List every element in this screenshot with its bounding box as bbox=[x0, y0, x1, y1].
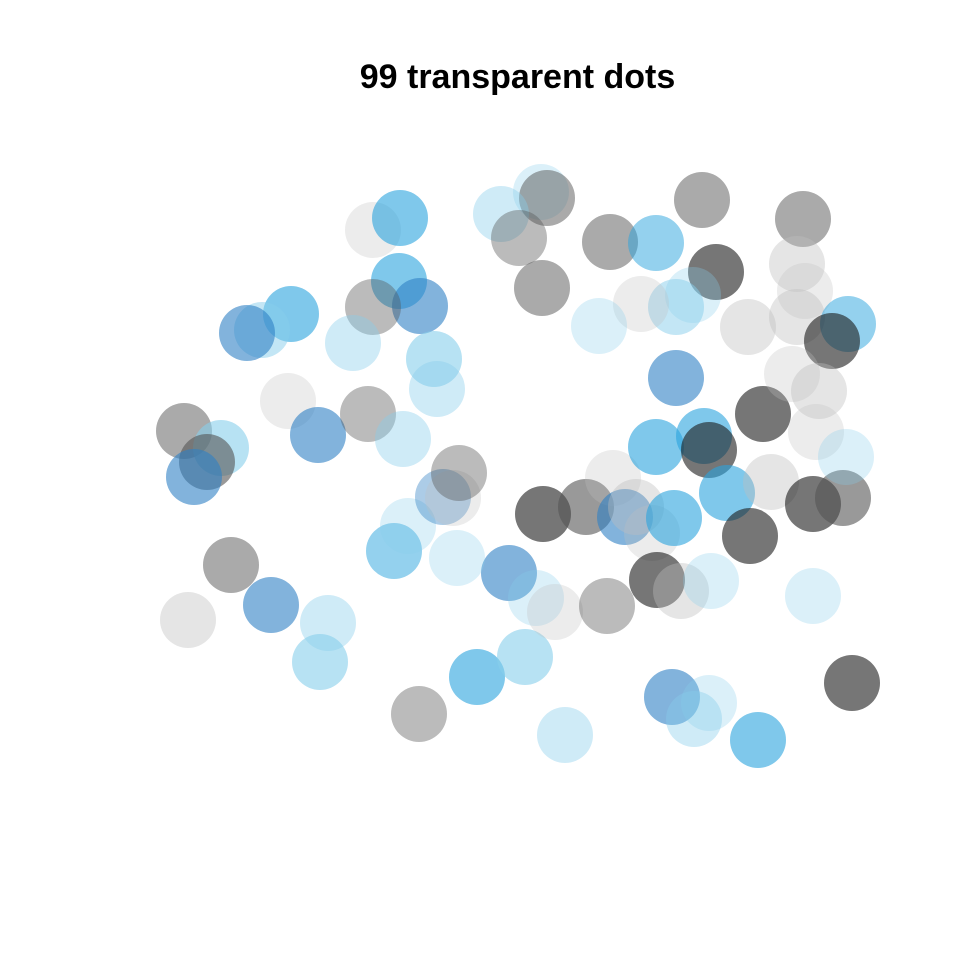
dot-point bbox=[579, 578, 635, 634]
dot-point bbox=[629, 552, 685, 608]
dot-point bbox=[481, 545, 537, 601]
dot-point bbox=[514, 260, 570, 316]
dot-point bbox=[804, 313, 860, 369]
dot-point bbox=[815, 470, 871, 526]
dot-point bbox=[491, 210, 547, 266]
dot-point bbox=[666, 691, 722, 747]
dot-point bbox=[497, 629, 553, 685]
dot-point bbox=[791, 363, 847, 419]
dot-point bbox=[243, 577, 299, 633]
dot-point bbox=[628, 419, 684, 475]
dot-point bbox=[743, 454, 799, 510]
dot-point bbox=[391, 686, 447, 742]
dot-point bbox=[527, 584, 583, 640]
dot-point bbox=[699, 465, 755, 521]
dot-point bbox=[688, 244, 744, 300]
dot-point bbox=[769, 236, 825, 292]
dot-point bbox=[340, 386, 396, 442]
dot-point bbox=[415, 469, 471, 525]
chart-title: 99 transparent dots bbox=[359, 58, 676, 96]
dot-point bbox=[764, 346, 820, 402]
dot-point bbox=[681, 675, 737, 731]
dot-point bbox=[392, 278, 448, 334]
dot-point bbox=[431, 445, 487, 501]
dot-point bbox=[515, 486, 571, 542]
dot-point bbox=[735, 386, 791, 442]
dot-point bbox=[380, 498, 436, 554]
dot-point bbox=[648, 350, 704, 406]
dot-point bbox=[582, 214, 638, 270]
dot-point bbox=[597, 489, 653, 545]
dot-point bbox=[473, 186, 529, 242]
dot-point bbox=[824, 655, 880, 711]
dot-point bbox=[644, 669, 700, 725]
dot-point bbox=[406, 331, 462, 387]
dot-point bbox=[730, 712, 786, 768]
dot-point bbox=[325, 315, 381, 371]
dot-point bbox=[409, 361, 465, 417]
dot-point bbox=[366, 523, 422, 579]
dot-point bbox=[646, 490, 702, 546]
dot-point bbox=[203, 537, 259, 593]
dot-point bbox=[777, 263, 833, 319]
dot-point bbox=[345, 279, 401, 335]
dots-layer bbox=[156, 164, 880, 768]
dot-point bbox=[290, 407, 346, 463]
dot-point bbox=[537, 707, 593, 763]
dot-point bbox=[372, 190, 428, 246]
dot-point bbox=[219, 305, 275, 361]
dot-point bbox=[681, 422, 737, 478]
dot-point bbox=[648, 279, 704, 335]
dot-point bbox=[429, 530, 485, 586]
dot-point bbox=[425, 470, 481, 526]
dot-point bbox=[449, 649, 505, 705]
dot-point bbox=[613, 276, 669, 332]
dot-point bbox=[683, 553, 739, 609]
dot-point bbox=[674, 172, 730, 228]
dot-point bbox=[571, 298, 627, 354]
dot-point bbox=[508, 570, 564, 626]
dot-point bbox=[818, 429, 874, 485]
dot-point bbox=[166, 449, 222, 505]
dot-point bbox=[788, 404, 844, 460]
dot-point bbox=[653, 563, 709, 619]
dot-point bbox=[292, 634, 348, 690]
dot-point bbox=[519, 170, 575, 226]
dot-point bbox=[628, 215, 684, 271]
dot-point bbox=[720, 299, 776, 355]
dot-point bbox=[375, 411, 431, 467]
dot-point bbox=[160, 592, 216, 648]
dot-point bbox=[785, 568, 841, 624]
dot-point bbox=[775, 191, 831, 247]
dot-point bbox=[722, 508, 778, 564]
